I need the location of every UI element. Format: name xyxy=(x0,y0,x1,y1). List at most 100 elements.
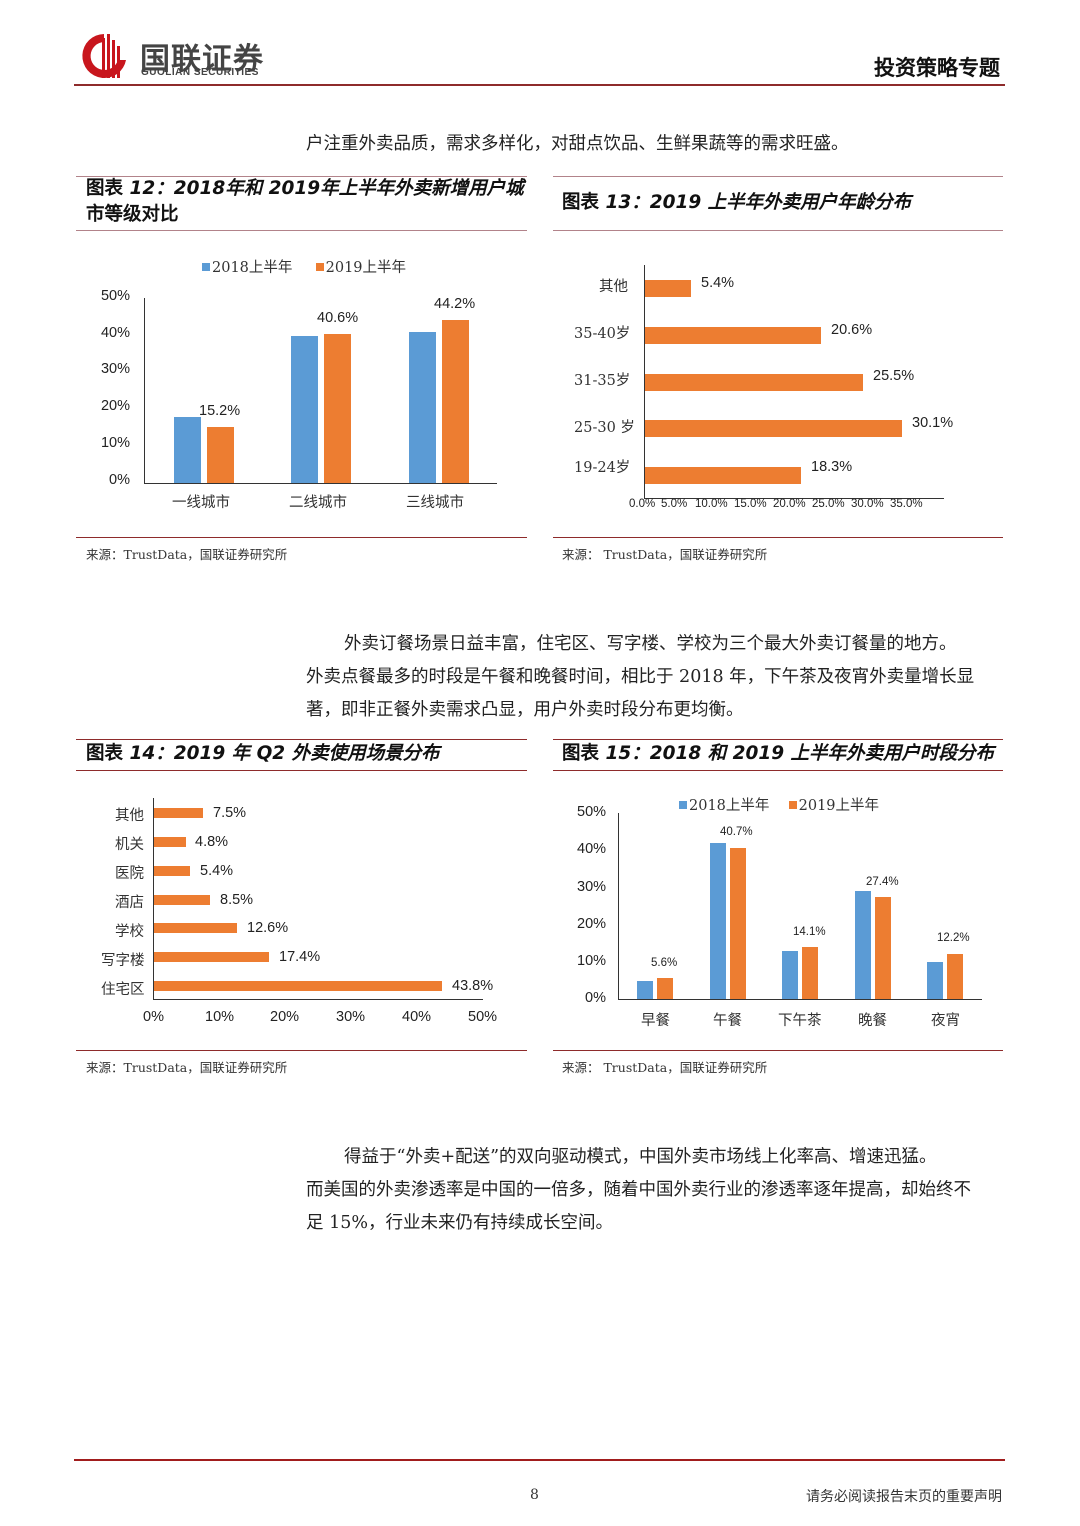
x-category: 夜宵 xyxy=(931,1013,960,1029)
bar-2019-tier1 xyxy=(207,427,234,483)
y-category: 学校 xyxy=(115,924,144,940)
fig15-top-rule xyxy=(553,739,1003,740)
y-category: 其他 xyxy=(599,279,628,295)
bar-19-24 xyxy=(645,467,801,484)
bar-label: 4.8% xyxy=(195,834,229,850)
x-category: 晚餐 xyxy=(858,1013,887,1029)
x-category: 二线城市 xyxy=(289,495,347,511)
fig13-title: 图表 13：2019 上半年外卖用户年龄分布 xyxy=(562,192,912,213)
bar-label: 14.1% xyxy=(793,926,826,938)
paragraph-2-line: 外卖点餐最多的时段是午餐和晚餐时间，相比于 2018 年，下午茶及夜宵外卖量增长… xyxy=(306,667,975,687)
bar-school xyxy=(154,923,237,933)
y-tick: 30% xyxy=(577,879,607,895)
header-rule xyxy=(74,84,1005,86)
x-tick: 0.0% xyxy=(629,498,656,510)
fig15-source: 来源： TrustData，国联证券研究所 xyxy=(562,1060,768,1075)
bar-label: 5.4% xyxy=(701,275,735,291)
paragraph-2-line: 著，即非正餐外卖需求凸显，用户外卖时段分布更均衡。 xyxy=(306,700,744,720)
y-axis xyxy=(618,813,619,1000)
bar-other xyxy=(645,280,691,297)
fig14-title-rule xyxy=(76,770,527,771)
x-tick: 0% xyxy=(143,1009,164,1025)
bar-government xyxy=(154,837,186,847)
fig14-top-rule xyxy=(76,739,527,740)
y-category: 其他 xyxy=(115,808,144,824)
legend-swatch-2019 xyxy=(788,801,797,809)
page-number: 8 xyxy=(530,1487,539,1503)
y-tick: 40% xyxy=(577,841,607,857)
bar-2019-late-night xyxy=(947,954,963,999)
bar-label: 5.4% xyxy=(200,863,234,879)
y-tick: 10% xyxy=(100,435,130,451)
paragraph-3-line: 足 15%，行业未来仍有持续成长空间。 xyxy=(306,1213,613,1233)
fig15-bottom-rule xyxy=(553,1050,1003,1051)
bar-2019-lunch xyxy=(730,848,746,999)
bar-label: 27.4% xyxy=(866,876,899,888)
fig12-title: 图表 12：2018年和 2019年上半年外卖新增用户城 市等级对比 xyxy=(86,178,524,225)
paragraph-2: 外卖订餐场景日益丰富，住宅区、写字楼、学校为三个最大外卖订餐量的地方。 外卖点餐… xyxy=(306,628,1016,727)
bar-label: 30.1% xyxy=(912,415,954,431)
bar-2018-tier3 xyxy=(409,332,436,483)
fig15-legend: 2018上半年 2019上半年 xyxy=(679,794,879,815)
y-category: 19-24岁 xyxy=(574,460,631,476)
fig13-top-rule xyxy=(553,176,1003,177)
bar-label: 40.6% xyxy=(317,310,359,326)
y-category: 35-40岁 xyxy=(574,326,631,342)
logo-chinese-name: 国联证券 xyxy=(140,42,264,77)
bar-2018-dinner xyxy=(855,891,871,999)
y-tick: 40% xyxy=(100,325,130,341)
y-category: 机关 xyxy=(115,837,144,853)
y-tick: 0% xyxy=(109,472,130,488)
x-tick: 20% xyxy=(270,1009,300,1025)
fig15-title-rule xyxy=(553,770,1003,771)
bar-other xyxy=(154,808,203,818)
bar-2019-tier3 xyxy=(442,320,469,483)
y-axis xyxy=(644,265,645,498)
fig13-source: 来源： TrustData，国联证券研究所 xyxy=(562,547,768,562)
fig14-title: 图表 14：2019 年 Q2 外卖使用场景分布 xyxy=(86,743,440,764)
bar-35-40 xyxy=(645,327,821,344)
paragraph-1: 户注重外卖品质，需求多样化，对甜点饮品、生鲜果蔬等的需求旺盛。 xyxy=(306,134,849,154)
fig13-chart: 其他 35-40岁 31-35岁 25-30 岁 19-24岁 5.4% 20.… xyxy=(555,250,1005,525)
fig14-chart: 其他 机关 医院 酒店 学校 写字楼 住宅区 7.5% 4.8% 5.4% 8.… xyxy=(80,790,520,1030)
x-category: 早餐 xyxy=(641,1013,670,1029)
x-category: 下午茶 xyxy=(778,1013,822,1029)
x-tick: 5.0% xyxy=(661,498,688,510)
bar-label: 15.2% xyxy=(199,403,241,419)
x-tick: 30.0% xyxy=(851,498,884,510)
fig12-legend: 2018上半年 2019上半年 xyxy=(202,256,406,277)
paragraph-3-line: 得益于“外卖+配送”的双向驱动模式，中国外卖市场线上化率高、增速迅猛。 xyxy=(344,1147,937,1167)
fig15-title: 图表 15：2018 和 2019 上半年外卖用户时段分布 xyxy=(562,743,995,764)
bar-label: 17.4% xyxy=(279,949,321,965)
fig15-chart: 2018上半年 2019上半年 50% 40% 30% 20% 10% 0% 5… xyxy=(555,785,1005,1035)
bar-2018-tier2 xyxy=(291,336,318,483)
header: 国联证券 GUOLIAN SECURITIES 投资策略专题 xyxy=(0,0,1080,90)
bar-2018-tier1 xyxy=(174,417,201,483)
x-axis xyxy=(144,483,497,484)
bar-label: 25.5% xyxy=(873,368,915,384)
fig12-bottom-rule xyxy=(76,537,527,538)
bar-2018-afternoon-tea xyxy=(782,951,798,999)
bar-2019-breakfast xyxy=(657,978,673,999)
x-tick: 10% xyxy=(205,1009,235,1025)
y-category: 酒店 xyxy=(115,895,144,911)
bar-label: 7.5% xyxy=(213,805,247,821)
x-axis xyxy=(618,999,982,1000)
bar-label: 12.6% xyxy=(247,920,289,936)
fig14-bottom-rule xyxy=(76,1050,527,1051)
x-tick: 30% xyxy=(336,1009,366,1025)
legend-swatch-2018 xyxy=(679,801,687,809)
bar-label: 40.7% xyxy=(720,826,753,838)
x-tick: 10.0% xyxy=(695,498,728,510)
bar-office xyxy=(154,952,269,962)
fig12-title-rule xyxy=(76,230,527,231)
y-tick: 20% xyxy=(100,398,130,414)
x-tick: 40% xyxy=(402,1009,432,1025)
paragraph-3-line: 而美国的外卖渗透率是中国的一倍多，随着中国外卖行业的渗透率逐年提高，却始终不 xyxy=(306,1180,971,1200)
bar-label: 8.5% xyxy=(220,892,254,908)
y-category: 25-30 岁 xyxy=(574,420,635,436)
fig12-chart: 2018上半年 2019上半年 50% 40% 30% 20% 10% 0% 1… xyxy=(80,250,520,520)
footer-rule xyxy=(74,1459,1005,1461)
legend-swatch-2019 xyxy=(315,263,324,271)
legend-swatch-2018 xyxy=(202,263,210,271)
